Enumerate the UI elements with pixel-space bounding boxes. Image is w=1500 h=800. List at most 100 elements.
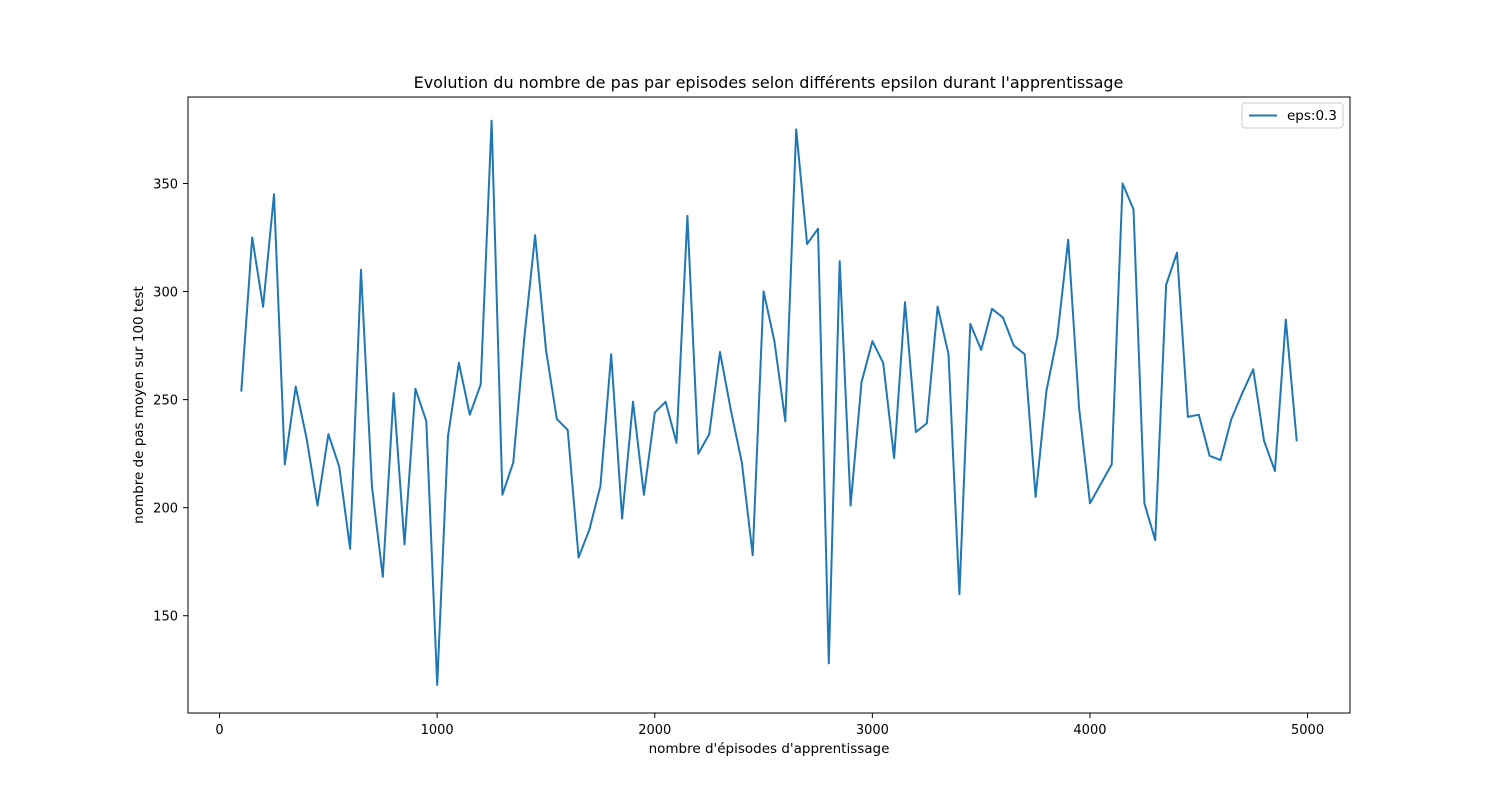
data-point [784,420,787,423]
data-point [686,215,689,217]
data-point [817,227,819,230]
data-point [1121,182,1124,185]
data-point [1089,502,1091,505]
x-axis-label: nombre d'épisodes d'apprentissage [649,741,890,757]
x-tick-label: 4000 [1073,723,1106,738]
data-point [1078,407,1080,410]
data-point [860,381,863,384]
data-point [936,305,939,308]
data-point [577,556,580,559]
data-point [1219,459,1222,461]
data-point [719,351,721,353]
data-point [1252,368,1255,371]
x-tick-label: 1000 [421,723,454,738]
data-point [545,349,547,351]
data-point [599,485,602,487]
x-axis: 0 1000 2000 3000 4000 5000 [215,713,1324,738]
data-point [827,662,830,665]
data-point [1012,344,1015,347]
data-point [838,260,841,263]
axes-frame [187,96,1351,714]
data-point [632,400,634,403]
data-point [925,422,928,425]
data-point [969,323,972,325]
data-point [795,128,798,131]
data-point [904,301,906,304]
data-point [762,290,765,293]
data-point [697,452,700,455]
data-point [643,493,645,496]
data-point [773,340,776,343]
legend: eps:0.3 [1241,102,1344,129]
y-tick-label: 350 [153,177,178,192]
data-point [1067,238,1070,241]
data-point [490,119,493,122]
x-tick-label: 5000 [1291,723,1324,738]
data-point [915,431,917,433]
y-tick-label: 300 [153,286,178,301]
data-point [534,234,536,237]
data-point [751,554,754,557]
chart-title: Evolution du nombre de pas par episodes … [414,73,1124,92]
data-point [1143,502,1146,505]
data-point [392,392,395,394]
data-point [675,441,678,444]
data-point [1056,336,1059,338]
data-point [349,547,351,550]
data-point [316,504,319,507]
data-point [991,307,993,310]
data-point [555,418,558,420]
data-point [240,390,243,392]
data-point [436,684,439,686]
data-point [958,593,961,595]
data-point [849,504,852,507]
data-point [447,435,449,438]
data-point [1295,439,1298,442]
data-point [283,463,286,466]
data-point [664,400,667,403]
data-point [653,411,656,414]
data-point [806,243,808,245]
data-point [1208,454,1211,457]
data-point [1263,439,1265,442]
y-tick-label: 150 [153,610,178,625]
data-point [1154,539,1157,541]
data-point [730,409,732,412]
series-line-eps-0-3 [240,119,1298,686]
data-point [1274,470,1276,472]
data-point [566,429,569,431]
data-point [980,349,983,351]
y-tick-label: 200 [153,502,178,517]
data-point [740,461,743,464]
y-axis-label: nombre de pas moyen sur 100 test [131,286,147,524]
data-point [327,433,330,436]
data-point [305,437,308,440]
data-point [1165,284,1167,286]
data-point [1045,390,1048,392]
data-point [479,383,482,386]
data-point [512,461,515,464]
data-point [262,305,264,308]
data-point [468,413,471,416]
data-point [893,457,895,459]
data-point [294,385,297,388]
data-point [523,338,526,340]
data-point [381,575,384,578]
data-point [871,340,874,343]
data-point [1176,251,1178,254]
legend-box [1241,102,1344,129]
data-point [403,543,406,546]
data-point [588,528,591,531]
legend-label: eps:0.3 [1287,108,1337,124]
data-point [251,236,254,239]
data-point [273,193,275,196]
data-point [708,433,711,436]
data-point [1110,463,1113,466]
y-tick-label: 250 [153,394,178,409]
data-point [1197,413,1200,416]
data-point [458,362,460,364]
data-point [425,420,428,423]
